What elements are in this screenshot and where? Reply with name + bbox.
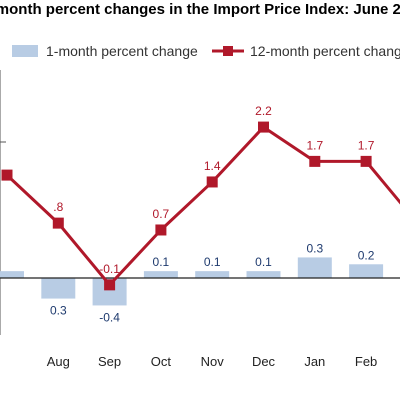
x-tick-label: Nov [201, 354, 225, 369]
bar [195, 271, 230, 278]
bar [143, 271, 178, 278]
line-data-label: 1.7 [306, 138, 323, 152]
line-marker [360, 155, 372, 167]
bar [349, 264, 384, 278]
x-tick-label: Dec [252, 354, 276, 369]
line-data-label: 1.4 [204, 159, 221, 173]
line-data-label: .8 [53, 200, 63, 214]
bar-data-label: 0.3 [306, 241, 323, 255]
bar-data-label: 0.1 [153, 255, 170, 269]
line-marker [1, 169, 13, 181]
legend-bar-label: 1-month percent change [46, 43, 198, 59]
line-marker [104, 279, 116, 291]
line-marker [52, 217, 64, 229]
x-tick-label: Oct [151, 354, 172, 369]
bar-data-label: 0.1 [255, 255, 272, 269]
bar [41, 278, 76, 299]
bar [297, 257, 332, 278]
legend-line-label: 12-month percent change [250, 43, 400, 59]
legend: 1-month percent change 12-month percent … [12, 43, 400, 59]
line-data-label: 1.7 [358, 138, 375, 152]
chart-title: 12-month percent changes in the Import P… [0, 1, 400, 18]
legend-line-marker [223, 46, 233, 56]
plot-area: 0.3-0.40.10.10.10.30.2-0.4.8-0.10.71.42.… [0, 70, 400, 369]
x-tick-label: Aug [47, 354, 70, 369]
line-data-label: -0.1 [99, 262, 120, 276]
line-data-label: 2.2 [255, 104, 272, 118]
series-line [5, 125, 400, 287]
bar [0, 271, 24, 278]
bar-data-label: 0.1 [204, 255, 221, 269]
x-tick-label: Sep [98, 354, 121, 369]
line-marker [309, 155, 321, 167]
line-marker [206, 176, 218, 188]
bar-data-label: 0.3 [50, 304, 67, 318]
x-tick-label: Feb [355, 354, 377, 369]
bar-data-label: -0.4 [99, 310, 120, 324]
line-data-label: 0.7 [153, 207, 170, 221]
x-tick-label: Jan [304, 354, 325, 369]
line-marker [155, 224, 167, 236]
bar [246, 271, 281, 278]
line-marker [258, 121, 269, 133]
bar-data-label: 0.2 [358, 248, 375, 262]
legend-bar-swatch [12, 45, 38, 57]
